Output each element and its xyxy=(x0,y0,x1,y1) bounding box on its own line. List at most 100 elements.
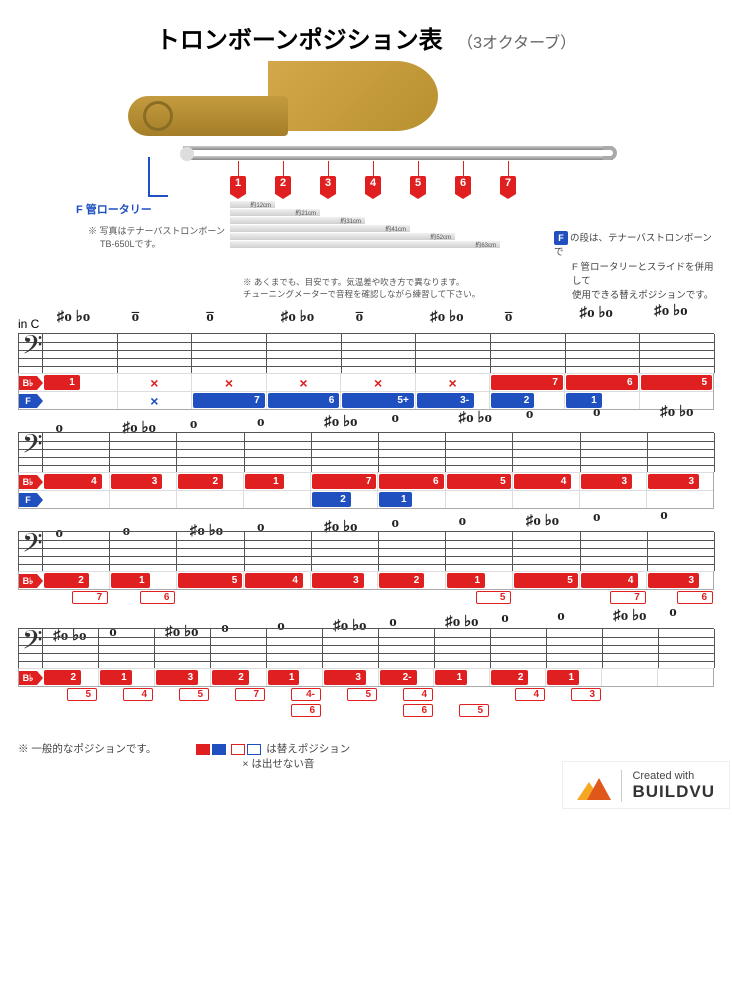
note: ♯o ♭o xyxy=(660,402,693,421)
slide-tube xyxy=(183,146,613,150)
trombone-diagram: F 管ロータリー 1234567 約12cm約21cm約31cm約41cm約52… xyxy=(18,61,714,311)
staff-block: oo♯o ♭oo♯o ♭ooo♯o ♭ooo𝄢B♭215432154376576 xyxy=(18,531,714,606)
note: ♯o ♭o xyxy=(580,303,613,322)
alt-position-value: 5 xyxy=(459,704,489,717)
position-value: 2 xyxy=(491,670,528,685)
note: o xyxy=(190,416,198,433)
slide-tube xyxy=(183,156,613,160)
note: o xyxy=(557,608,565,625)
note: o xyxy=(257,414,265,431)
position-value: 1 xyxy=(44,375,80,390)
position-value: × xyxy=(119,393,191,409)
bass-clef-icon: 𝄢 xyxy=(22,528,43,566)
position-value: 4 xyxy=(245,573,303,588)
legend-general: ※ 一般的なポジションです。 xyxy=(18,741,156,756)
legend-cannot-text: は出せない音 xyxy=(251,758,314,770)
position-value: 2 xyxy=(312,492,350,507)
note: o xyxy=(593,509,601,526)
note: o xyxy=(669,604,677,621)
slide-bow xyxy=(603,146,617,160)
position-value: 3 xyxy=(648,474,699,489)
alt-position-value: 7 xyxy=(235,688,265,701)
position-value: 5 xyxy=(447,474,511,489)
position-value: 6 xyxy=(268,393,340,408)
bb-row-label: B♭ xyxy=(19,376,37,390)
position-value: 1 xyxy=(447,573,485,588)
position-value: × xyxy=(119,375,191,391)
note: o xyxy=(391,515,399,532)
position-value: × xyxy=(193,375,265,391)
position-value: × xyxy=(417,375,489,391)
legend-alt-text: は替えポジション xyxy=(266,743,350,755)
legend-swatch-red-outline xyxy=(231,744,245,755)
watermark: Created with BUILDVU xyxy=(562,761,730,809)
accuracy-note: ※ あくまでも、目安です。気温差や吹き方で異なります。 チューニングメーターで音… xyxy=(243,277,480,301)
page-subtitle: （3オクターブ） xyxy=(457,35,576,52)
alt-position-value: 5 xyxy=(347,688,377,701)
position-value: 3 xyxy=(581,474,632,489)
position-value: 4 xyxy=(44,474,102,489)
position-value: 7 xyxy=(193,393,265,408)
bass-clef-icon: 𝄢 xyxy=(22,429,43,467)
note: ♯o ♭o xyxy=(526,511,559,530)
watermark-line2: BUILDVU xyxy=(632,782,715,802)
position-value: 2 xyxy=(44,573,89,588)
position-flag-6: 6 xyxy=(455,176,471,194)
alt-position-value: 4 xyxy=(515,688,545,701)
note: o xyxy=(593,404,601,421)
staff-block: ♯o ♭oo̅o̅♯o ♭oo̅♯o ♭oo̅♯o ♭o♯o ♭o𝄢B♭1×××… xyxy=(18,333,714,410)
note: o xyxy=(526,406,534,423)
position-value: 3 xyxy=(111,474,162,489)
position-value: 2 xyxy=(379,573,424,588)
alt-position-value: 5 xyxy=(67,688,97,701)
staff-block: o♯o ♭ooo♯o ♭oo♯o ♭ooo♯o ♭o𝄢B♭4321765433F… xyxy=(18,432,714,509)
position-value: 1 xyxy=(268,670,300,685)
distance-bar: 約31cm xyxy=(230,217,365,224)
position-flag-1: 1 xyxy=(230,176,246,194)
position-value: 2 xyxy=(44,670,81,685)
position-flag-7: 7 xyxy=(500,176,516,194)
f-row-label: F xyxy=(19,493,37,507)
alt-position-value: 6 xyxy=(677,591,713,604)
position-flag-5: 5 xyxy=(410,176,426,194)
bass-clef-icon: 𝄢 xyxy=(22,330,43,368)
position-value: 5+ xyxy=(342,393,414,408)
note: o xyxy=(459,513,467,530)
note: ♯o ♭o xyxy=(613,606,646,625)
position-value: 1 xyxy=(100,670,132,685)
position-value: 3 xyxy=(156,670,198,685)
position-value: 3 xyxy=(312,573,363,588)
alt-position-value: 6 xyxy=(291,704,321,717)
note: o xyxy=(391,410,399,427)
position-flag-2: 2 xyxy=(275,176,291,194)
watermark-line1: Created with xyxy=(632,770,715,782)
note: o xyxy=(660,507,668,524)
position-value: 4 xyxy=(581,573,639,588)
legend-swatch-blue-filled xyxy=(212,744,226,755)
alt-position-value: 4- xyxy=(291,688,321,701)
position-value: 2 xyxy=(178,474,223,489)
alt-position-value: 5 xyxy=(476,591,512,604)
bb-row-label: B♭ xyxy=(19,475,37,489)
alt-position-value: 4 xyxy=(403,688,433,701)
alt-position-value: 7 xyxy=(610,591,646,604)
position-value: 6 xyxy=(566,375,638,390)
legend-x-symbol: × xyxy=(242,758,248,770)
position-value: 5 xyxy=(514,573,578,588)
alt-position-value: 7 xyxy=(72,591,108,604)
position-value: 4 xyxy=(514,474,572,489)
legend-swatch-red-filled xyxy=(196,744,210,755)
f-attachment-note: Fの段は、テナーバストロンボーンで F 管ロータリーとスライドを併用して 使用で… xyxy=(554,231,714,303)
alt-position-value: 5 xyxy=(179,688,209,701)
alt-position-value: 6 xyxy=(140,591,176,604)
position-value: 1 xyxy=(111,573,149,588)
bass-clef-icon: 𝄢 xyxy=(22,625,43,663)
note: o̅ xyxy=(132,309,140,326)
position-value: 2 xyxy=(212,670,249,685)
distance-bar: 約12cm xyxy=(230,201,275,208)
rotary-label: F 管ロータリー xyxy=(76,201,152,217)
note: ♯o ♭o xyxy=(281,307,314,326)
note: ♯o ♭o xyxy=(324,412,357,431)
position-value: 5 xyxy=(641,375,713,390)
note: o̅ xyxy=(206,309,214,326)
